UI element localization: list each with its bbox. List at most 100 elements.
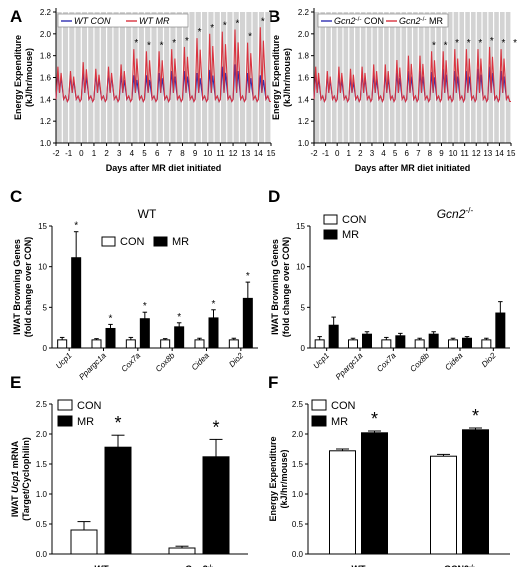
bar-mr [361, 432, 388, 555]
chart-b: 1.01.21.41.61.82.02.2-2 -1 0 1 2 3 4 5 6 7 8 9 10 11 1… [271, 8, 517, 173]
x-tick-label: WT [352, 564, 366, 567]
night-band [494, 12, 499, 143]
legend-swatch-con [57, 399, 73, 411]
panel-label-d: D [268, 187, 280, 206]
bar-con [381, 339, 392, 349]
x-tick-label: Ppargc1a [77, 351, 108, 382]
y-tick-label: 15 [38, 222, 47, 231]
y-tick-label: 0 [43, 344, 48, 353]
night-band [214, 12, 220, 143]
sig-star: * [444, 40, 448, 51]
x-axis-title: Days after MR diet initiated [106, 163, 222, 173]
night-band [389, 12, 395, 143]
y-tick-label: 0.0 [36, 550, 48, 559]
y-tick-label: 1.2 [298, 117, 310, 126]
night-band [126, 12, 132, 143]
bar-mr [105, 327, 116, 349]
night-band [151, 12, 157, 143]
night-band [401, 12, 407, 143]
legend-label-mr: MR [77, 416, 94, 428]
sig-star: * [513, 38, 517, 49]
x-tick-label: 5 [142, 149, 147, 158]
night-band [413, 12, 418, 143]
sig-star: * [134, 38, 138, 49]
bar-con [228, 339, 239, 349]
y-axis-title: Energy Expenditure [271, 35, 281, 120]
x-tick-label: 4 [130, 149, 135, 158]
legend-label-con: CON [342, 214, 367, 226]
bar-con [481, 339, 492, 349]
y-tick-label: 5 [301, 303, 306, 312]
bar-mr [139, 318, 150, 349]
bar-con [57, 339, 68, 349]
sig-star: * [455, 38, 459, 49]
legend-swatch-con [323, 214, 338, 225]
sig-star: * [210, 23, 214, 34]
x-tick-label: Cox8b [408, 351, 431, 374]
x-axis-title: Days after MR diet initiated [355, 163, 471, 173]
y-axis-title: Energy Expenditure [268, 436, 278, 521]
y-tick-label: 0.5 [36, 520, 48, 529]
y-axis-title-unit: (fold change over CON) [23, 237, 33, 338]
x-tick-label: 1 [92, 149, 97, 158]
sig-star: * [109, 313, 113, 324]
night-band [176, 12, 182, 143]
y-tick-label: 1.0 [298, 139, 310, 148]
night-band [459, 12, 465, 143]
x-tick-label: 10 [203, 149, 212, 158]
night-band [202, 12, 208, 143]
sig-star: * [185, 36, 189, 47]
night-band [88, 12, 94, 143]
legend-swatch-mr [311, 415, 327, 427]
y-tick-label: 1.0 [36, 490, 48, 499]
y-tick-label: 2.2 [40, 8, 52, 17]
night-band [355, 12, 360, 143]
night-band [424, 12, 430, 143]
bar-mr [174, 326, 185, 349]
y-tick-label: 2.2 [298, 8, 310, 17]
sig-star: * [472, 406, 479, 426]
legend-swatch-mr [323, 229, 338, 240]
y-tick-label: 0 [301, 344, 306, 353]
bar-mr [428, 333, 439, 349]
bar-con [348, 339, 358, 349]
night-band [227, 12, 233, 143]
night-band [100, 12, 106, 143]
bar-con [448, 339, 458, 349]
y-tick-label: 2.0 [298, 30, 310, 39]
y-tick-label: 2.0 [40, 30, 52, 39]
x-tick-label: 13 [483, 149, 492, 158]
y-tick-label: 5 [43, 303, 48, 312]
night-band [75, 12, 81, 143]
legend-label-mr: Gcn2-/- MR [399, 16, 443, 27]
bar-con [314, 339, 325, 349]
x-tick-label: 2 [104, 149, 109, 158]
night-band [62, 12, 69, 143]
bar-con [430, 455, 457, 555]
bar-con [194, 339, 205, 349]
y-axis-title-unit: (fold change over CON) [281, 237, 291, 338]
y-tick-label: 10 [38, 263, 47, 272]
night-band [107, 12, 113, 143]
x-tick-label: -2 [310, 149, 318, 158]
x-tick-label: 0 [79, 149, 84, 158]
legend-box [317, 13, 449, 28]
legend-label-mr: MR [342, 229, 359, 241]
legend-swatch-con [311, 399, 327, 411]
legend-box [57, 13, 189, 28]
y-tick-label: 2.5 [36, 400, 48, 409]
x-tick-label: 10 [449, 149, 458, 158]
legend-swatch-mr [153, 236, 168, 247]
legend-label-con: CON [331, 400, 356, 412]
legend-swatch-mr [57, 415, 73, 427]
x-tick-label: 8 [180, 149, 185, 158]
chart-c: 0 5 10 15 * Ucp1 * Ppargc1a * Cox7a * Cox8b * Cidea * D… [12, 207, 258, 382]
sig-star: * [177, 312, 181, 323]
sig-star: * [478, 38, 482, 49]
x-tick-label: 5 [393, 149, 398, 158]
sig-star: * [246, 271, 250, 282]
series-line [313, 46, 511, 103]
sig-star: * [212, 417, 219, 437]
y-tick-label: 1.6 [40, 74, 52, 83]
night-band [482, 12, 488, 143]
